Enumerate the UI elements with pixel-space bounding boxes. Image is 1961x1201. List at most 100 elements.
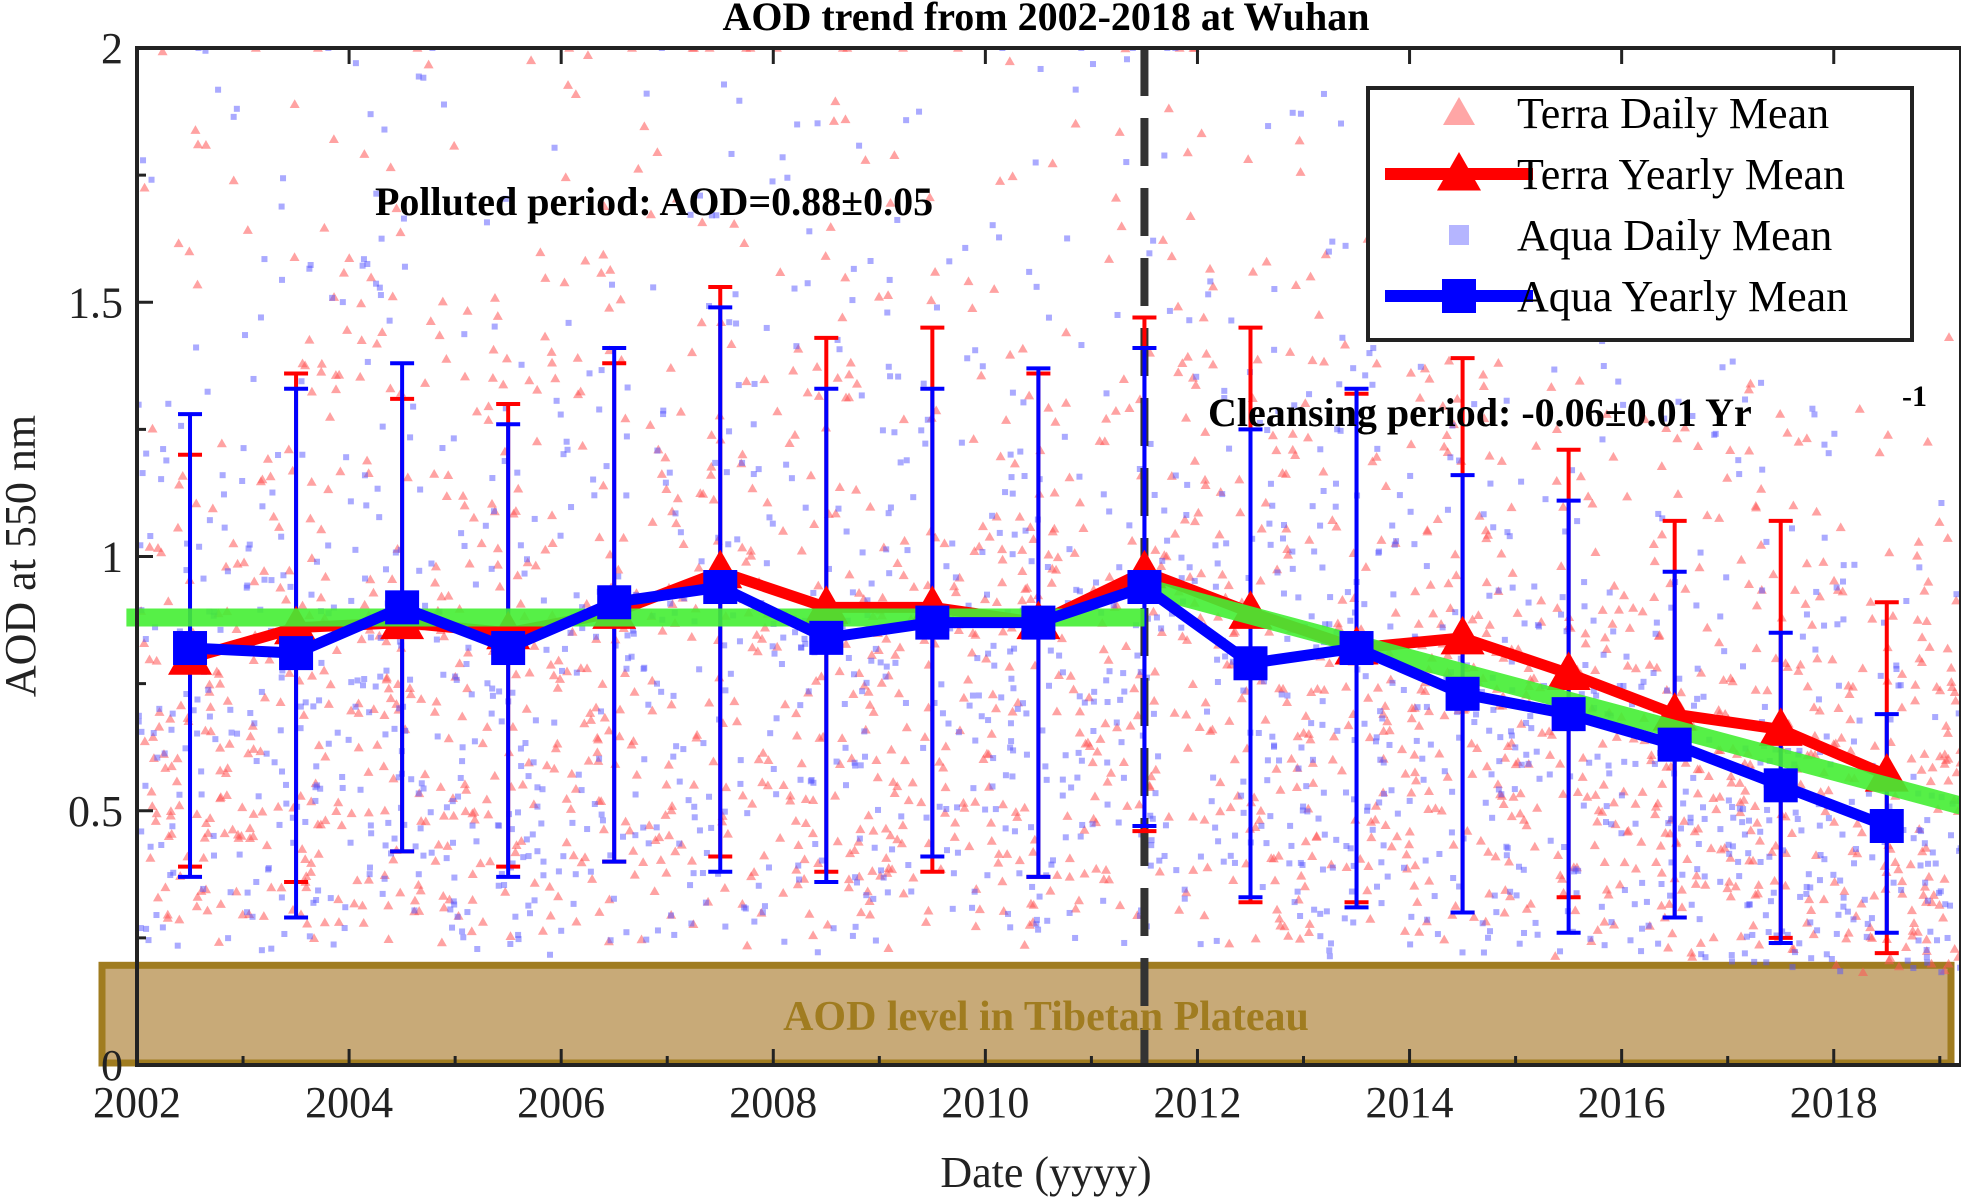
aqua-daily-point xyxy=(1869,854,1876,861)
terra-daily-point xyxy=(1556,561,1567,570)
aqua-daily-point xyxy=(1521,620,1528,627)
terra-daily-point xyxy=(319,222,330,232)
terra-daily-point xyxy=(619,668,630,677)
aqua-daily-point xyxy=(587,868,594,875)
aqua-daily-point xyxy=(1511,786,1518,793)
terra-daily-point xyxy=(1687,952,1698,961)
terra-daily-point xyxy=(387,291,398,301)
terra-daily-point xyxy=(215,899,226,908)
terra-daily-point xyxy=(1283,549,1294,559)
aqua-daily-point xyxy=(723,469,730,476)
aqua-daily-point xyxy=(1021,473,1028,480)
aqua-daily-point xyxy=(1319,698,1326,705)
aqua-daily-point xyxy=(872,645,879,652)
terra-daily-point xyxy=(431,696,442,706)
aqua-daily-point xyxy=(407,676,414,683)
aqua-daily-point xyxy=(366,871,373,878)
terra-daily-point xyxy=(1019,940,1030,949)
aqua-daily-point xyxy=(1263,840,1270,847)
terra-daily-point xyxy=(309,933,320,943)
aqua-daily-point xyxy=(958,439,965,446)
terra-daily-point xyxy=(273,801,284,811)
aqua-daily-point xyxy=(1573,890,1580,897)
terra-daily-point xyxy=(1905,859,1916,869)
terra-daily-point xyxy=(457,711,468,721)
terra-daily-point xyxy=(1205,263,1216,273)
aqua-daily-point xyxy=(1350,365,1357,372)
aqua-daily-point xyxy=(841,701,848,708)
terra-daily-point xyxy=(438,891,449,900)
aqua-daily-point xyxy=(1380,759,1387,766)
terra-daily-point xyxy=(1194,722,1205,732)
aqua-daily-point xyxy=(297,725,304,732)
aqua-daily-point xyxy=(810,589,817,596)
terra-daily-point xyxy=(1469,912,1480,921)
terra-daily-point xyxy=(147,801,158,811)
terra-daily-point xyxy=(1045,885,1056,895)
terra-daily-point xyxy=(544,881,555,891)
terra-daily-point xyxy=(306,386,317,396)
aqua-yearly-mean-marker xyxy=(1763,768,1798,803)
aqua-daily-point xyxy=(1830,871,1837,878)
aqua-daily-point xyxy=(1143,674,1150,681)
terra-daily-point xyxy=(1073,895,1084,905)
aqua-daily-point xyxy=(1508,658,1515,665)
terra-daily-point xyxy=(1287,429,1298,438)
terra-daily-point xyxy=(378,761,389,771)
aqua-daily-point xyxy=(1044,917,1051,924)
aqua-daily-point xyxy=(623,492,630,499)
terra-daily-point xyxy=(540,273,551,282)
aqua-daily-point xyxy=(1011,645,1018,652)
aqua-daily-point xyxy=(875,806,882,813)
aqua-daily-point xyxy=(1104,699,1111,706)
aqua-daily-point xyxy=(325,740,332,747)
terra-daily-point xyxy=(667,801,678,810)
aqua-daily-point xyxy=(628,653,635,660)
terra-daily-point xyxy=(1179,514,1190,524)
aqua-daily-point xyxy=(943,806,950,813)
terra-daily-point xyxy=(554,674,565,683)
aqua-daily-point xyxy=(1605,762,1612,769)
aqua-daily-point xyxy=(579,604,586,611)
terra-daily-point xyxy=(698,488,709,498)
aqua-daily-point xyxy=(183,567,190,574)
terra-daily-point xyxy=(1452,393,1463,403)
aqua-daily-point xyxy=(662,479,669,486)
aqua-daily-point xyxy=(514,469,521,476)
terra-daily-point xyxy=(540,331,551,341)
terra-daily-point xyxy=(416,694,427,703)
terra-daily-point xyxy=(1693,441,1704,451)
aqua-daily-point xyxy=(366,709,373,716)
terra-daily-point xyxy=(516,836,527,845)
terra-daily-point xyxy=(1885,953,1896,962)
aqua-daily-point xyxy=(1362,673,1369,680)
terra-daily-point xyxy=(1370,800,1381,810)
aqua-daily-point xyxy=(1735,457,1742,464)
terra-daily-point xyxy=(145,853,156,862)
aqua-daily-point xyxy=(374,485,381,492)
terra-daily-point xyxy=(1200,480,1211,489)
aqua-daily-point xyxy=(268,945,275,952)
terra-daily-point xyxy=(306,476,317,486)
aqua-daily-point xyxy=(1471,719,1478,726)
aqua-daily-point xyxy=(1400,686,1407,693)
terra-daily-point xyxy=(388,854,399,864)
aqua-daily-point xyxy=(586,370,593,377)
aqua-daily-point xyxy=(685,797,692,804)
terra-daily-point xyxy=(881,853,892,862)
terra-daily-point xyxy=(228,175,239,185)
aqua-daily-point xyxy=(1639,879,1646,886)
aqua-daily-point xyxy=(1005,910,1012,917)
terra-daily-point xyxy=(1722,883,1733,893)
aqua-daily-point xyxy=(1695,840,1702,847)
aqua-daily-point xyxy=(259,503,266,510)
aqua-daily-point xyxy=(496,688,503,695)
terra-daily-point xyxy=(916,797,927,807)
terra-daily-point xyxy=(1782,427,1793,437)
terra-daily-point xyxy=(1512,608,1523,617)
terra-daily-point xyxy=(139,736,150,746)
terra-daily-point xyxy=(1492,779,1503,789)
terra-daily-point xyxy=(665,363,676,372)
terra-daily-point xyxy=(1493,357,1504,367)
aqua-daily-point xyxy=(1531,583,1538,590)
